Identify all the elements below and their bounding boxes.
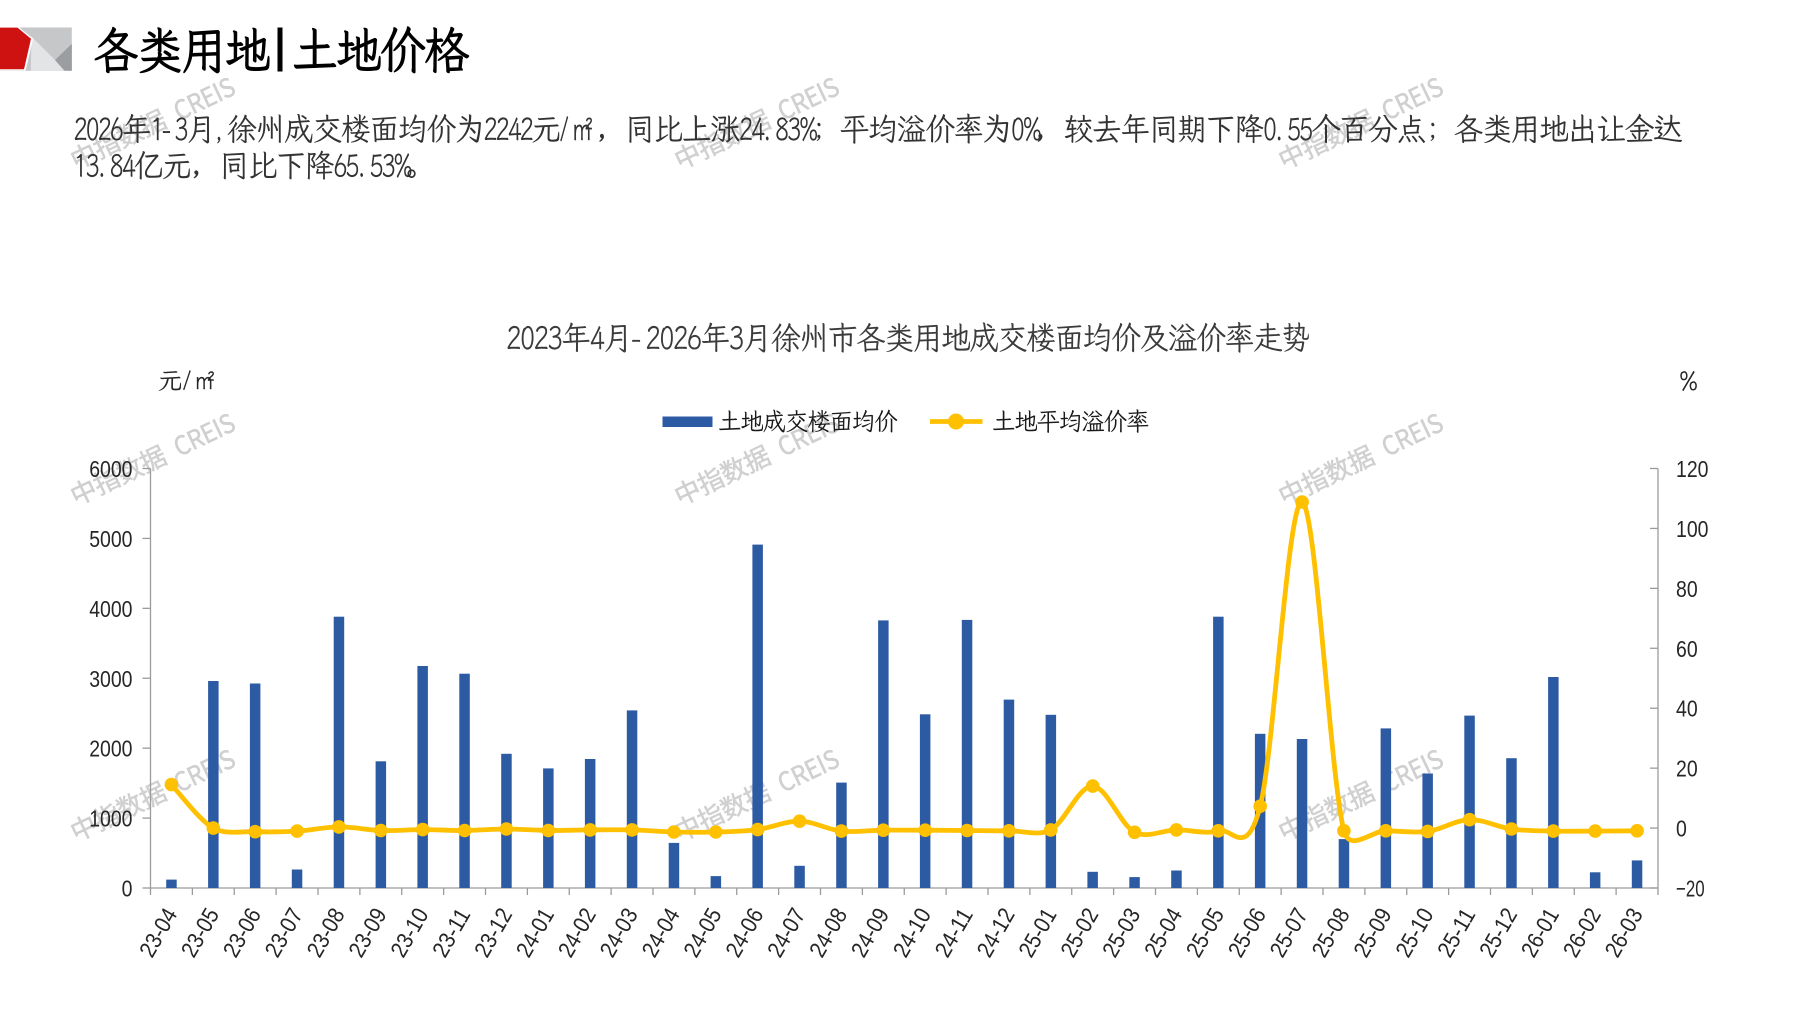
svg-text:100: 100 <box>1676 516 1708 542</box>
svg-text:80: 80 <box>1676 576 1698 602</box>
svg-text:−20: −20 <box>1676 876 1705 902</box>
svg-text:5000: 5000 <box>89 526 132 552</box>
svg-text:120: 120 <box>1676 456 1708 482</box>
svg-text:0: 0 <box>1676 816 1687 842</box>
svg-text:20: 20 <box>1676 756 1698 782</box>
svg-text:0: 0 <box>122 876 133 902</box>
svg-text:2000: 2000 <box>89 736 132 762</box>
svg-text:60: 60 <box>1676 636 1698 662</box>
svg-text:3000: 3000 <box>89 666 132 692</box>
svg-text:1000: 1000 <box>89 806 132 832</box>
svg-text:4000: 4000 <box>89 596 132 622</box>
svg-text:6000: 6000 <box>89 456 132 482</box>
svg-text:40: 40 <box>1676 696 1698 722</box>
